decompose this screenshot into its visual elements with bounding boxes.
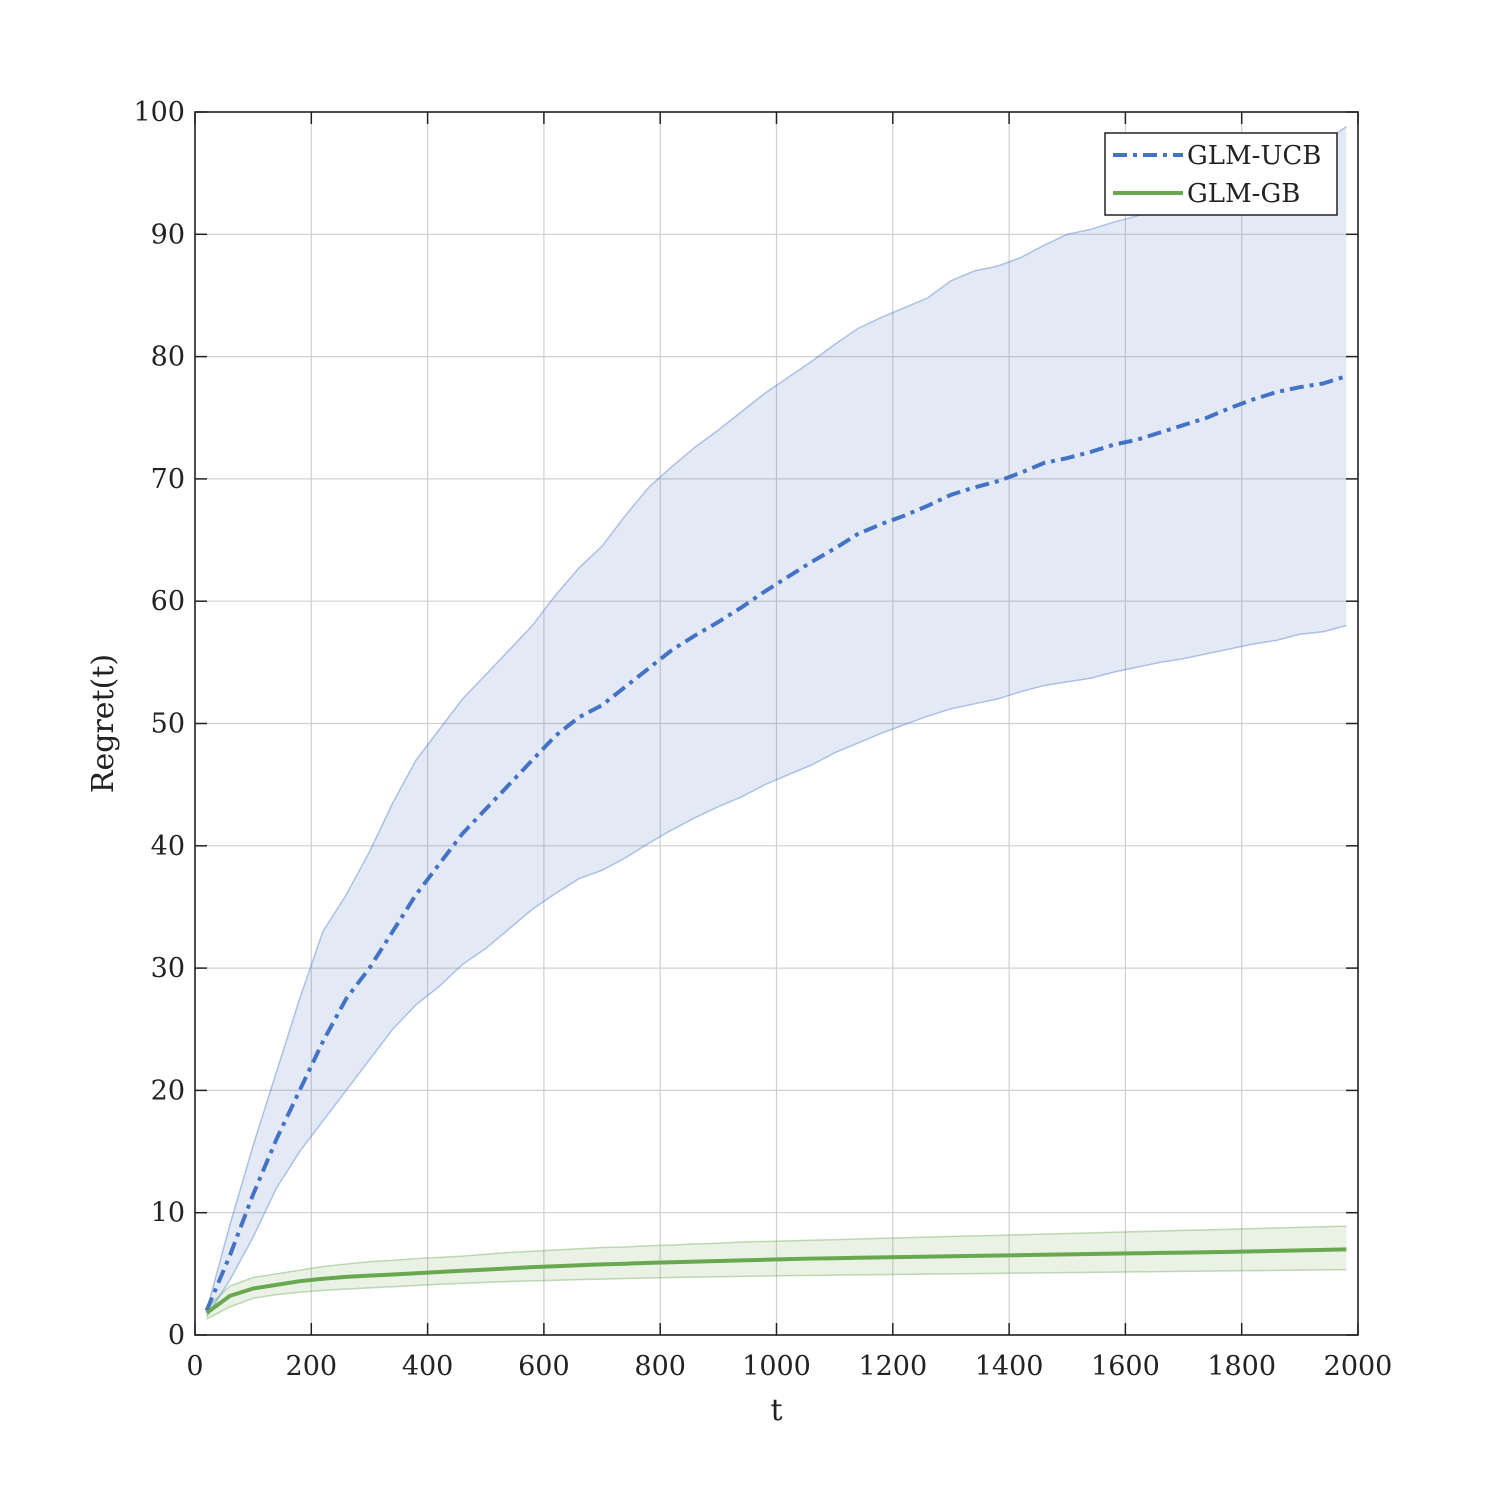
x-tick-label: 1000 — [742, 1351, 811, 1382]
y-tick-label: 80 — [151, 342, 185, 373]
y-tick-label: 50 — [151, 709, 185, 740]
confidence-band-1 — [206, 126, 1347, 1317]
x-tick-label: 400 — [402, 1351, 454, 1382]
legend-label-2: GLM-GB — [1187, 179, 1300, 209]
y-tick-label: 90 — [151, 219, 185, 250]
y-tick-label: 0 — [168, 1320, 185, 1351]
y-tick-label: 30 — [151, 953, 185, 984]
axis-ticks: 0 200 400 600 800 1000 1200 1400 1600 1800 2000 0 10… — [133, 97, 1392, 1382]
x-tick-label: 2000 — [1324, 1351, 1393, 1382]
x-axis-label: t — [770, 1393, 782, 1428]
band-lower-edge-2 — [206, 1268, 1347, 1320]
band-lower-edge-1 — [205, 624, 1347, 1318]
y-tick-label: 20 — [151, 1075, 185, 1106]
x-tick-label: 800 — [634, 1351, 686, 1382]
x-tick-label: 600 — [518, 1351, 570, 1382]
band-upper-edge-2 — [206, 1225, 1347, 1309]
legend: GLM-UCB GLM-GB — [1104, 132, 1338, 216]
x-tick-label: 1600 — [1091, 1351, 1160, 1382]
x-tick-label: 0 — [186, 1351, 203, 1382]
y-tick-label: 60 — [151, 586, 185, 617]
y-tick-label: 100 — [133, 97, 185, 128]
y-tick-label: 10 — [151, 1198, 185, 1229]
y-tick-label: 70 — [151, 464, 185, 495]
confidence-band-2 — [206, 1226, 1347, 1320]
legend-box — [1104, 132, 1338, 216]
legend-label-1: GLM-UCB — [1187, 141, 1321, 171]
series-lines — [204, 374, 1347, 1315]
y-axis-label: Regret(t) — [86, 654, 121, 793]
x-tick-label: 200 — [286, 1351, 338, 1382]
x-tick-label: 1200 — [858, 1351, 927, 1382]
x-tick-label: 1400 — [975, 1351, 1044, 1382]
y-tick-label: 40 — [151, 831, 185, 862]
series-line-2 — [205, 1247, 1347, 1315]
series-line-1 — [204, 374, 1347, 1312]
x-tick-label: 1800 — [1207, 1351, 1276, 1382]
